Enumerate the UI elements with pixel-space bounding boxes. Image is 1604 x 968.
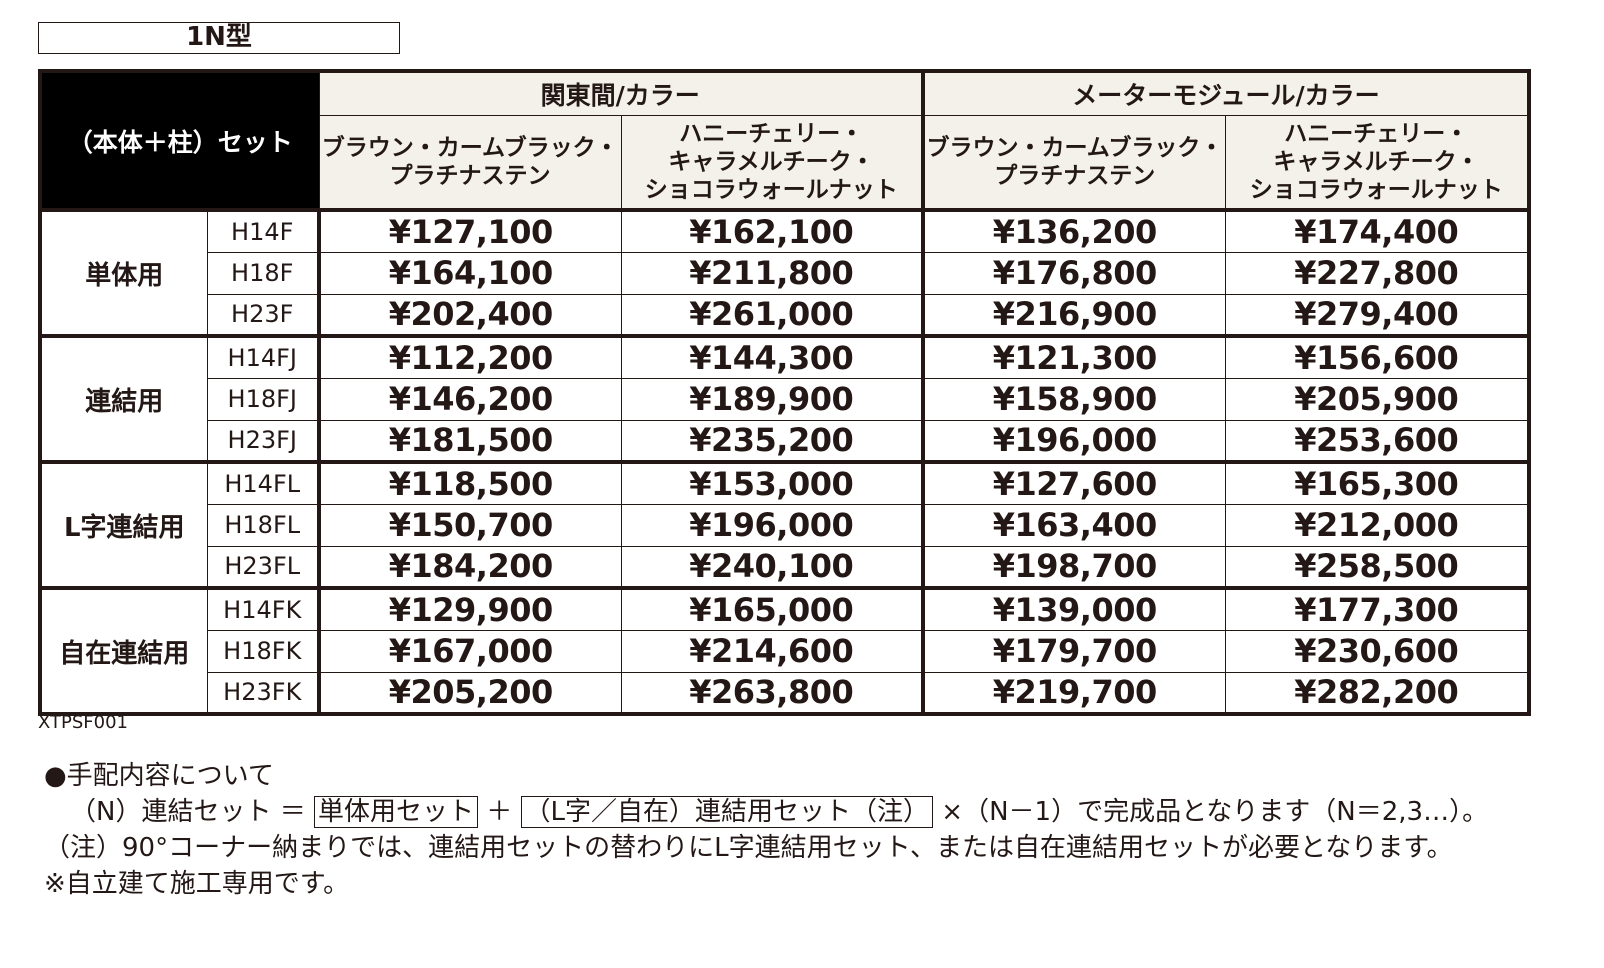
price-cell: ¥174,400 — [1224, 208, 1530, 253]
price-cell: ¥196,000 — [921, 419, 1226, 463]
price-cell: ¥162,100 — [620, 208, 924, 253]
type-label: 1N型 — [38, 22, 400, 54]
table-row: H23FK ¥205,200 ¥263,800 ¥219,700 ¥282,200 — [40, 671, 1530, 715]
corner-header: （本体＋柱）セット — [39, 70, 320, 211]
table-row: H23FL ¥184,200 ¥240,100 ¥198,700 ¥258,500 — [40, 545, 1530, 589]
table-row: H18FJ ¥146,200 ¥189,900 ¥158,900 ¥205,900 — [40, 377, 1530, 421]
price-cell: ¥118,500 — [317, 460, 622, 505]
price-cell: ¥205,900 — [1224, 377, 1530, 421]
model-cell: H14FK — [206, 586, 320, 631]
model-cell: H18F — [206, 251, 320, 295]
price-cell: ¥153,000 — [620, 460, 924, 505]
price-cell: ¥167,000 — [317, 629, 622, 673]
price-cell: ¥163,400 — [921, 503, 1226, 547]
price-cell: ¥282,200 — [1224, 671, 1530, 715]
price-cell: ¥196,000 — [620, 503, 924, 547]
formula-suffix: ×（N－1）で完成品となります（N＝2,3…）。 — [933, 797, 1489, 827]
price-cell: ¥121,300 — [921, 334, 1226, 379]
table-row: H23F ¥202,400 ¥261,000 ¥216,900 ¥279,400 — [40, 293, 1530, 337]
model-cell: H14F — [206, 208, 320, 253]
formula-prefix: （N）連結セット ＝ — [70, 797, 314, 827]
price-cell: ¥261,000 — [620, 293, 924, 337]
table-row: 単体用 H14F ¥127,100 ¥162,100 ¥136,200 ¥174,400 — [39, 208, 1530, 337]
category-cell: 連結用 — [39, 334, 208, 463]
model-cell: H23F — [206, 293, 320, 337]
price-cell: ¥211,800 — [620, 251, 924, 295]
price-cell: ¥129,900 — [317, 586, 622, 631]
price-cell: ¥165,300 — [1224, 460, 1530, 505]
category-cell: L字連結用 — [39, 460, 208, 589]
color-header: ブラウン・カームブラック・ プラチナステン — [318, 114, 622, 211]
table-row: H23FJ ¥181,500 ¥235,200 ¥196,000 ¥253,600 — [40, 419, 1530, 463]
price-cell: ¥253,600 — [1224, 419, 1530, 463]
price-cell: ¥112,200 — [317, 334, 622, 379]
table-row: 自在連結用 H14FK ¥129,900 ¥165,000 ¥139,000 ¥177,3… — [39, 586, 1530, 715]
color-header: ハニーチェリー・ キャラメルチーク・ ショコラウォールナット — [1224, 114, 1530, 211]
price-cell: ¥164,100 — [317, 251, 622, 295]
price-cell: ¥263,800 — [620, 671, 924, 715]
model-cell: H18FL — [206, 503, 320, 547]
price-cell: ¥158,900 — [921, 377, 1226, 421]
formula-box-connect-set: （L字／自在）連結用セット（注） — [520, 796, 934, 828]
model-cell: H18FK — [206, 629, 320, 673]
table-row: 連結用 H14FJ ¥112,200 ¥144,300 ¥121,300 ¥156,600 — [39, 334, 1530, 463]
model-cell: H23FJ — [206, 419, 320, 463]
price-cell: ¥181,500 — [317, 419, 622, 463]
price-cell: ¥189,900 — [620, 377, 924, 421]
price-cell: ¥146,200 — [317, 377, 622, 421]
group-header-meter: メーターモジュール/カラー — [921, 70, 1530, 116]
table-row: H18F ¥164,100 ¥211,800 ¥176,800 ¥227,800 — [40, 251, 1530, 295]
category-cell: 自在連結用 — [39, 586, 208, 715]
color-header: ハニーチェリー・ キャラメルチーク・ ショコラウォールナット — [620, 114, 924, 211]
product-code: XTPSF001 — [38, 712, 128, 733]
color-header: ブラウン・カームブラック・ プラチナステン — [921, 114, 1226, 211]
price-cell: ¥139,000 — [921, 586, 1226, 631]
price-cell: ¥184,200 — [317, 545, 622, 589]
formula-plus: ＋ — [478, 797, 521, 827]
price-cell: ¥227,800 — [1224, 251, 1530, 295]
price-table: （本体＋柱）セット 関東間/カラー メーターモジュール/カラー ブラウン・カーム… — [38, 69, 1531, 716]
price-cell: ¥165,000 — [620, 586, 924, 631]
price-cell: ¥219,700 — [921, 671, 1226, 715]
model-cell: H23FL — [206, 545, 320, 589]
price-cell: ¥205,200 — [317, 671, 622, 715]
price-cell: ¥235,200 — [620, 419, 924, 463]
notes: ●手配内容について （N）連結セット ＝ 単体用セット ＋ （L字／自在）連結用… — [44, 758, 1488, 902]
formula-box-single-set: 単体用セット — [313, 796, 478, 828]
model-cell: H23FK — [206, 671, 320, 715]
price-cell: ¥150,700 — [317, 503, 622, 547]
price-cell: ¥136,200 — [921, 208, 1226, 253]
notes-heading: ●手配内容について — [44, 761, 274, 791]
price-cell: ¥230,600 — [1224, 629, 1530, 673]
price-cell: ¥214,600 — [620, 629, 924, 673]
price-cell: ¥279,400 — [1224, 293, 1530, 337]
price-cell: ¥144,300 — [620, 334, 924, 379]
category-cell: 単体用 — [39, 208, 208, 337]
price-cell: ¥216,900 — [921, 293, 1226, 337]
price-cell: ¥176,800 — [921, 251, 1226, 295]
price-cell: ¥156,600 — [1224, 334, 1530, 379]
price-cell: ¥179,700 — [921, 629, 1226, 673]
table-row: L字連結用 H14FL ¥118,500 ¥153,000 ¥127,600 ¥165,3… — [39, 460, 1530, 589]
table-row: H18FK ¥167,000 ¥214,600 ¥179,700 ¥230,600 — [40, 629, 1530, 673]
price-cell: ¥258,500 — [1224, 545, 1530, 589]
table-row: H18FL ¥150,700 ¥196,000 ¥163,400 ¥212,000 — [40, 503, 1530, 547]
notes-line2: （注）90°コーナー納まりでは、連結用セットの替わりにL字連結用セット、または自… — [44, 833, 1453, 863]
model-cell: H14FJ — [206, 334, 320, 379]
price-cell: ¥198,700 — [921, 545, 1226, 589]
price-cell: ¥127,100 — [317, 208, 622, 253]
notes-formula: （N）連結セット ＝ 単体用セット ＋ （L字／自在）連結用セット（注） ×（N… — [44, 794, 1488, 830]
price-cell: ¥212,000 — [1224, 503, 1530, 547]
notes-line3: ※自立建て施工専用です。 — [44, 869, 350, 899]
group-header-kanto: 関東間/カラー — [318, 70, 924, 116]
price-cell: ¥177,300 — [1224, 586, 1530, 631]
model-cell: H14FL — [206, 460, 320, 505]
price-cell: ¥202,400 — [317, 293, 622, 337]
price-cell: ¥127,600 — [921, 460, 1226, 505]
model-cell: H18FJ — [206, 377, 320, 421]
price-cell: ¥240,100 — [620, 545, 924, 589]
